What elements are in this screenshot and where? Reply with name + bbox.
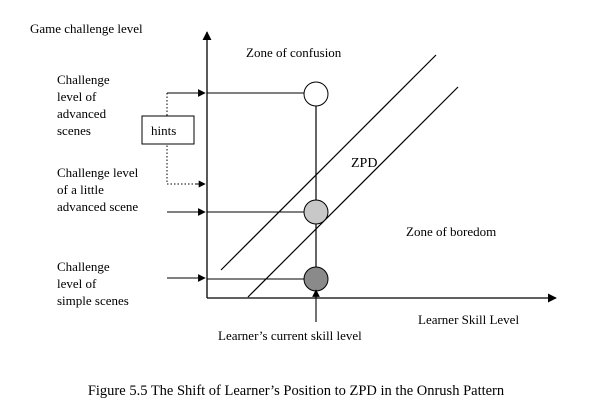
zpd-upper-boundary [220, 54, 437, 271]
little-position-circle [303, 199, 329, 225]
zone-confusion-label: Zone of confusion [246, 45, 342, 60]
simple-label-line2: level of [57, 276, 97, 291]
hints-label: hints [151, 123, 176, 138]
zpd-lower-boundary [247, 86, 459, 298]
advanced-label-line1: Challenge [57, 72, 110, 87]
advanced-position-circle [303, 81, 329, 107]
little-label-line2: of a little [57, 182, 104, 197]
advanced-label-line4: scenes [57, 123, 91, 138]
simple-label-line1: Challenge [57, 259, 110, 274]
figure-caption: Figure 5.5 The Shift of Learner’s Positi… [88, 383, 505, 399]
zone-boredom-label: Zone of boredom [406, 224, 496, 239]
skill-label: Learner’s current skill level [218, 328, 362, 343]
little-label-line1: Challenge level [57, 165, 139, 180]
x-axis-label: Learner Skill Level [418, 312, 519, 327]
advanced-label-line3: advanced [57, 106, 107, 121]
advanced-label-line2: level of [57, 89, 97, 104]
hints-dotted-path [166, 93, 205, 185]
hints-box [141, 115, 195, 145]
little-label-line3: advanced scene [57, 199, 138, 214]
simple-label-line3: simple scenes [57, 293, 129, 308]
y-axis-label: Game challenge level [30, 21, 143, 36]
zpd-label: ZPD [351, 156, 377, 171]
simple-position-circle [303, 266, 329, 292]
